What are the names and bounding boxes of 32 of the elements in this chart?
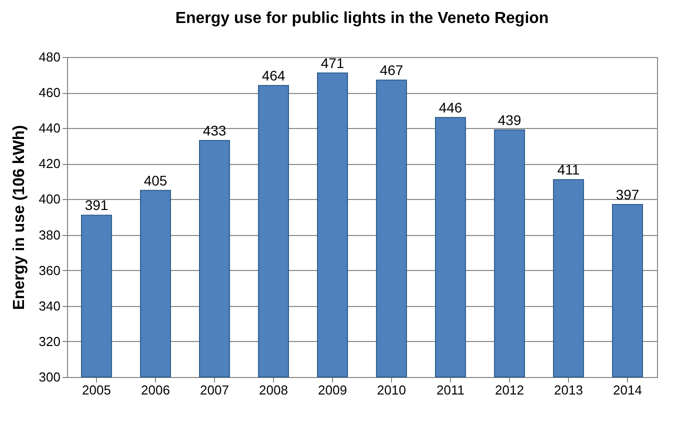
- y-tick-label: 400: [38, 192, 60, 207]
- x-tick-label: 2014: [613, 382, 642, 398]
- x-tick-label: 2005: [82, 382, 111, 398]
- y-tick-label: 480: [38, 50, 60, 64]
- x-tick-label: 2008: [259, 382, 288, 398]
- x-tick-label: 2012: [495, 382, 524, 398]
- y-axis-title: Energy in use (106 kWh): [10, 125, 28, 310]
- data-label: 391: [84, 197, 108, 214]
- data-label: 411: [557, 162, 580, 178]
- data-label: 433: [202, 122, 226, 139]
- x-tick-label: 2011: [436, 382, 464, 398]
- data-label: 397: [616, 186, 640, 203]
- x-tick-label: 2009: [318, 382, 347, 398]
- y-tick-label: 420: [38, 156, 60, 172]
- data-label: 464: [262, 67, 286, 84]
- y-tick-label: 300: [38, 370, 60, 384]
- data-label: 471: [320, 55, 344, 71]
- x-tick-label: 2010: [377, 382, 406, 398]
- y-tick-label: 360: [38, 262, 60, 278]
- x-tick-label: 2007: [200, 382, 229, 398]
- chart-title: Energy use for public lights in the Veneto Region: [175, 10, 549, 27]
- data-label: 405: [144, 172, 168, 188]
- data-label: 446: [438, 99, 462, 116]
- x-tick-label: 2013: [554, 382, 583, 398]
- data-label: 439: [498, 112, 522, 128]
- y-tick-label: 380: [38, 227, 60, 242]
- y-tick-label: 320: [38, 334, 60, 349]
- y-tick-label: 340: [38, 298, 60, 314]
- x-tick-label: 2006: [141, 382, 170, 398]
- y-tick-label: 440: [38, 120, 60, 136]
- y-tick-label: 460: [38, 85, 60, 100]
- data-label: 467: [380, 62, 404, 78]
